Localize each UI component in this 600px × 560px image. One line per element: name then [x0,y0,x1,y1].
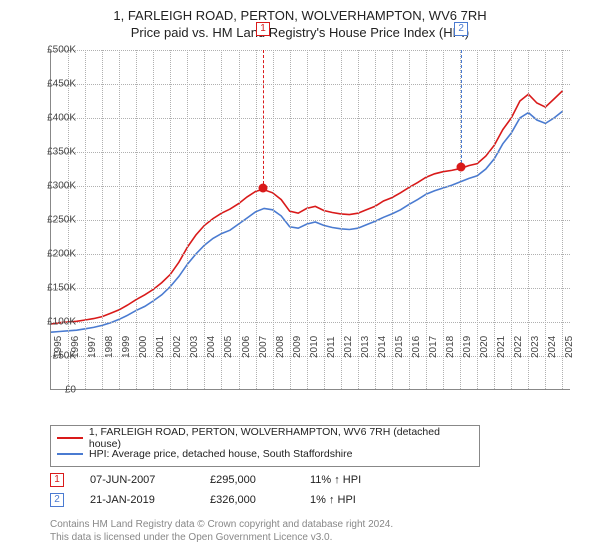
gridline-h [51,84,570,85]
marker-dot-icon [457,163,466,172]
x-axis-label: 2020 [479,336,490,358]
title-line-1: 1, FARLEIGH ROAD, PERTON, WOLVERHAMPTON,… [0,8,600,23]
legend-label: 1, FARLEIGH ROAD, PERTON, WOLVERHAMPTON,… [89,426,473,450]
x-axis-label: 2025 [564,336,575,358]
x-axis-label: 2023 [530,336,541,358]
x-axis-label: 2019 [462,336,473,358]
marker-dot-icon [259,184,268,193]
gridline-v [102,50,103,389]
y-axis-label: £400K [47,113,76,124]
x-axis-label: 2002 [172,336,183,358]
gridline-h [51,186,570,187]
x-axis-label: 2008 [275,336,286,358]
footer-line-1: Contains HM Land Registry data © Crown c… [50,518,393,531]
x-axis-label: 2003 [189,336,200,358]
y-axis-label: £200K [47,249,76,260]
gridline-h [51,220,570,221]
gridline-v [392,50,393,389]
gridline-v [290,50,291,389]
x-axis-label: 2000 [138,336,149,358]
x-axis-label: 2009 [292,336,303,358]
x-axis-label: 1996 [70,336,81,358]
x-axis-label: 2011 [326,336,337,358]
x-axis-label: 2001 [155,336,166,358]
y-axis-label: £450K [47,79,76,90]
gridline-v [85,50,86,389]
marker-box-icon: 2 [454,22,468,36]
y-axis-label: £350K [47,147,76,158]
x-axis-label: 2007 [258,336,269,358]
footer-copyright: Contains HM Land Registry data © Crown c… [50,518,393,544]
legend-box: 1, FARLEIGH ROAD, PERTON, WOLVERHAMPTON,… [50,425,480,467]
gridline-v [256,50,257,389]
gridline-v [358,50,359,389]
marker-line [263,50,264,189]
y-axis-label: £300K [47,181,76,192]
transaction-table: 1 07-JUN-2007 £295,000 11% ↑ HPI 2 21-JA… [50,470,400,510]
x-axis-label: 2018 [445,336,456,358]
transaction-marker-icon: 1 [50,473,64,487]
gridline-h [51,118,570,119]
title-line-2: Price paid vs. HM Land Registry's House … [0,25,600,40]
transaction-marker-icon: 2 [50,493,64,507]
y-axis-label: £100K [47,317,76,328]
transaction-price: £295,000 [210,474,310,486]
legend-swatch-icon [57,437,83,439]
legend-label: HPI: Average price, detached house, Sout… [89,448,352,460]
gridline-v [307,50,308,389]
y-axis-label: £500K [47,45,76,56]
x-axis-label: 1999 [121,336,132,358]
legend-item: 1, FARLEIGH ROAD, PERTON, WOLVERHAMPTON,… [57,430,473,446]
gridline-v [341,50,342,389]
transaction-date: 21-JAN-2019 [90,494,210,506]
transaction-price: £326,000 [210,494,310,506]
x-axis-label: 2005 [223,336,234,358]
transaction-date: 07-JUN-2007 [90,474,210,486]
marker-line [461,50,462,168]
gridline-v [324,50,325,389]
gridline-v [426,50,427,389]
marker-box-icon: 1 [256,22,270,36]
gridline-v [375,50,376,389]
gridline-v [239,50,240,389]
transaction-pct: 11% ↑ HPI [310,474,400,486]
x-axis-label: 2017 [428,336,439,358]
x-axis-label: 2014 [377,336,388,358]
title-block: 1, FARLEIGH ROAD, PERTON, WOLVERHAMPTON,… [0,0,600,40]
gridline-h [51,322,570,323]
x-axis-label: 2010 [309,336,320,358]
x-axis-label: 1995 [53,336,64,358]
gridline-v [443,50,444,389]
gridline-h [51,50,570,51]
gridline-h [51,288,570,289]
x-axis-label: 2006 [241,336,252,358]
x-axis-label: 2015 [394,336,405,358]
gridline-v [273,50,274,389]
gridline-v [409,50,410,389]
x-axis-label: 2004 [206,336,217,358]
legend-swatch-icon [57,453,83,455]
footer-line-2: This data is licensed under the Open Gov… [50,531,393,544]
x-axis-label: 2012 [343,336,354,358]
x-axis-label: 2021 [496,336,507,358]
x-axis-label: 2016 [411,336,422,358]
transaction-row: 2 21-JAN-2019 £326,000 1% ↑ HPI [50,490,400,510]
x-axis-label: 1998 [104,336,115,358]
x-axis-label: 2024 [547,336,558,358]
transaction-row: 1 07-JUN-2007 £295,000 11% ↑ HPI [50,470,400,490]
x-axis-label: 2022 [513,336,524,358]
x-axis-label: 1997 [87,336,98,358]
y-axis-label: £0 [65,385,76,396]
gridline-h [51,152,570,153]
chart-container: 1, FARLEIGH ROAD, PERTON, WOLVERHAMPTON,… [0,0,600,560]
transaction-pct: 1% ↑ HPI [310,494,400,506]
y-axis-label: £250K [47,215,76,226]
x-axis-label: 2013 [360,336,371,358]
gridline-h [51,254,570,255]
y-axis-label: £150K [47,283,76,294]
